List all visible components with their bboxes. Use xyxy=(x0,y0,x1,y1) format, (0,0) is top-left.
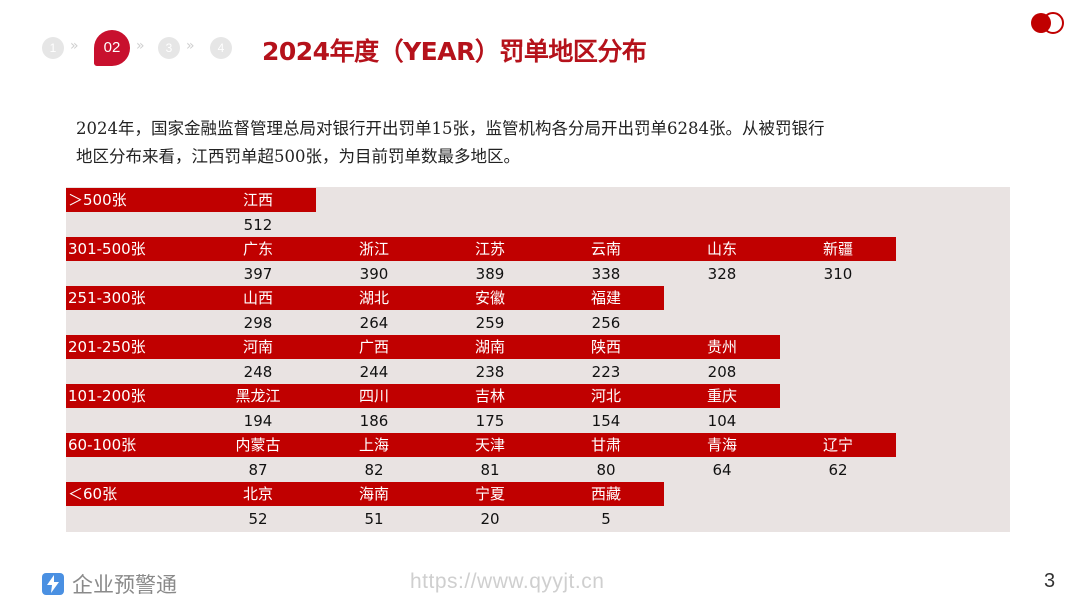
lightning-icon xyxy=(42,573,64,595)
region-name: 甘肃 xyxy=(590,436,621,454)
region-name: 宁夏 xyxy=(474,485,505,503)
step-arrow-icon: » xyxy=(70,38,78,54)
region-name: 山西 xyxy=(242,289,273,307)
region-name: 吉林 xyxy=(474,387,505,405)
penalty-count: 328 xyxy=(707,265,737,283)
penalty-count: 389 xyxy=(475,265,505,283)
region-name: 山东 xyxy=(706,240,737,258)
region-name: 云南 xyxy=(590,240,621,258)
penalty-count: 62 xyxy=(828,461,848,479)
region-name: 青海 xyxy=(706,436,737,454)
penalty-count: 338 xyxy=(591,265,621,283)
website-link[interactable]: https://www.qyyjt.cn xyxy=(410,570,605,593)
penalty-count: 512 xyxy=(243,216,273,234)
range-header-bar xyxy=(66,286,664,310)
penalty-count: 310 xyxy=(823,265,853,283)
penalty-count: 390 xyxy=(359,265,389,283)
range-label: 60-100张 xyxy=(68,436,137,454)
penalty-count: 51 xyxy=(364,510,384,528)
step-2-active[interactable]: 02 xyxy=(94,30,130,66)
region-name: 海南 xyxy=(358,485,389,503)
penalty-count: 238 xyxy=(475,363,505,381)
penalty-count: 244 xyxy=(359,363,389,381)
region-name: 贵州 xyxy=(706,338,737,356)
penalty-count: 82 xyxy=(364,461,384,479)
range-header-bar xyxy=(66,335,780,359)
penalty-count: 64 xyxy=(712,461,732,479)
region-name: 江苏 xyxy=(474,240,505,258)
step-arrow-icon: » xyxy=(186,38,194,54)
range-header-bar xyxy=(66,482,664,506)
step-arrow-icon: » xyxy=(136,38,144,54)
region-name: 江西 xyxy=(242,191,273,209)
penalty-count: 80 xyxy=(596,461,616,479)
step-1[interactable]: 1 xyxy=(42,37,64,59)
range-header-bar xyxy=(66,188,316,212)
region-name: 福建 xyxy=(590,289,621,307)
footer-brand: 企业预警通 xyxy=(42,569,177,599)
region-name: 重庆 xyxy=(706,387,737,405)
penalty-count: 186 xyxy=(359,412,389,430)
region-name: 黑龙江 xyxy=(235,387,281,405)
region-name: 内蒙古 xyxy=(235,436,281,454)
penalty-count: 208 xyxy=(707,363,737,381)
region-name: 西藏 xyxy=(590,485,621,503)
page-number: 3 xyxy=(1044,570,1056,592)
region-name: 安徽 xyxy=(474,289,505,307)
penalty-count: 154 xyxy=(591,412,621,430)
region-name: 浙江 xyxy=(358,240,389,258)
range-header-bar xyxy=(66,237,896,261)
range-label: ＜60张 xyxy=(68,485,118,503)
region-name: 陕西 xyxy=(590,338,621,356)
region-name: 河南 xyxy=(242,338,273,356)
region-name: 广西 xyxy=(358,338,389,356)
penalty-count: 223 xyxy=(591,363,621,381)
range-label: 301-500张 xyxy=(68,240,146,258)
intro-paragraph: 2024年，国家金融监督管理总局对银行开出罚单15张，监管机构各分局开出罚单62… xyxy=(76,115,1006,171)
range-header-bar xyxy=(66,384,780,408)
penalty-count: 248 xyxy=(243,363,273,381)
region-name: 上海 xyxy=(358,436,389,454)
range-label: ＞500张 xyxy=(68,191,127,209)
region-name: 湖北 xyxy=(358,289,389,307)
penalty-count: 397 xyxy=(243,265,273,283)
region-name: 河北 xyxy=(590,387,621,405)
page-title: 2024年度（YEAR）罚单地区分布 xyxy=(262,37,647,66)
region-name: 辽宁 xyxy=(822,436,853,454)
penalty-count: 259 xyxy=(475,314,505,332)
brand-name: 企业预警通 xyxy=(72,573,177,597)
penalty-count: 104 xyxy=(707,412,737,430)
step-4[interactable]: 4 xyxy=(210,37,232,59)
intro-line-2: 地区分布来看，江西罚单超500张，为目前罚单数最多地区。 xyxy=(76,147,520,166)
penalty-count: 87 xyxy=(248,461,268,479)
brand-circles-icon xyxy=(1031,12,1064,34)
penalty-count: 264 xyxy=(359,314,389,332)
region-name: 广东 xyxy=(242,240,273,258)
region-name: 天津 xyxy=(474,436,505,454)
step-3[interactable]: 3 xyxy=(158,37,180,59)
penalty-count: 256 xyxy=(591,314,621,332)
range-label: 251-300张 xyxy=(68,289,146,307)
range-label: 101-200张 xyxy=(68,387,146,405)
region-name: 湖南 xyxy=(474,338,505,356)
range-header-bar xyxy=(66,433,896,457)
region-name: 四川 xyxy=(358,387,389,405)
penalty-count: 298 xyxy=(243,314,273,332)
penalty-count: 52 xyxy=(248,510,268,528)
penalty-count: 175 xyxy=(475,412,505,430)
intro-line-1: 2024年，国家金融监督管理总局对银行开出罚单15张，监管机构各分局开出罚单62… xyxy=(76,119,825,138)
region-name: 新疆 xyxy=(822,240,853,258)
penalty-count: 81 xyxy=(480,461,500,479)
penalty-count: 5 xyxy=(601,510,611,528)
penalty-count: 194 xyxy=(243,412,273,430)
range-label: 201-250张 xyxy=(68,338,146,356)
penalty-count: 20 xyxy=(480,510,500,528)
region-name: 北京 xyxy=(242,485,273,503)
